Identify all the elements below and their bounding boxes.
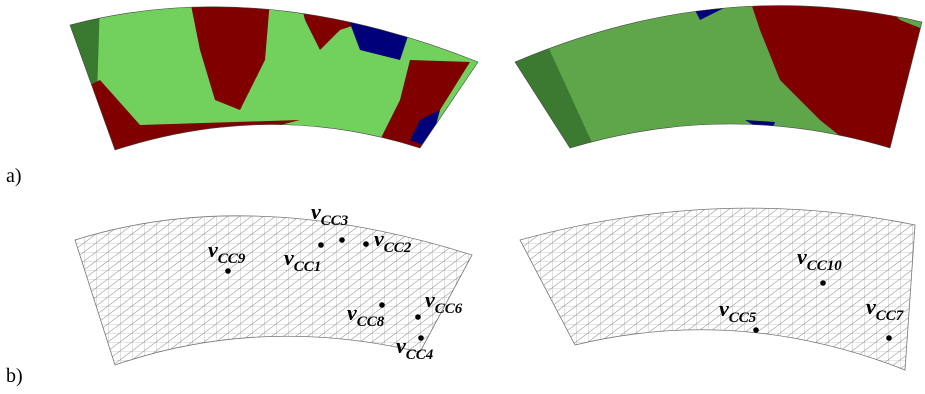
- vertex-sub: CC9: [218, 251, 246, 267]
- vertex-sub: CC5: [729, 310, 757, 326]
- vertex-sub: CC4: [406, 347, 434, 363]
- vertex-base: v: [866, 294, 876, 319]
- figure: a) b) vCC9vCC1vCC3vCC2vCC8vCC6vCC4vCC10v…: [0, 0, 925, 394]
- vertex-base: v: [208, 237, 218, 262]
- mesh-right: [510, 180, 925, 380]
- vertex-sub: CC6: [435, 301, 463, 317]
- vertex-base: v: [425, 287, 435, 312]
- vertex-sub: CC2: [384, 240, 412, 256]
- vertex-base: v: [396, 333, 406, 358]
- vertex-point: [363, 241, 369, 247]
- panel-label: a): [6, 165, 22, 187]
- vertex-point: [820, 280, 826, 286]
- vertex-sub: CC3: [321, 213, 349, 229]
- vertex-point: [318, 242, 324, 248]
- vertex-point: [379, 302, 385, 308]
- vertex-base: v: [374, 226, 384, 251]
- vertex-base: v: [797, 244, 807, 269]
- vertex-base: v: [719, 296, 729, 321]
- colored-surface-left: [60, 0, 490, 160]
- vertex-point: [753, 327, 759, 333]
- vertex-sub: CC8: [357, 314, 385, 330]
- vertex-point: [418, 335, 424, 341]
- vertex-point: [415, 314, 421, 320]
- vertex-base: v: [347, 300, 357, 325]
- vertex-base: v: [284, 245, 294, 270]
- vertex-point: [886, 335, 892, 341]
- colored-surface-right: [505, 0, 925, 160]
- panel-label: b): [6, 365, 23, 387]
- vertex-base: v: [311, 199, 321, 224]
- vertex-sub: CC10: [807, 258, 843, 274]
- vertex-sub: CC7: [876, 308, 904, 324]
- vertex-point: [225, 268, 231, 274]
- vertex-point: [339, 237, 345, 243]
- vertex-sub: CC1: [294, 259, 322, 275]
